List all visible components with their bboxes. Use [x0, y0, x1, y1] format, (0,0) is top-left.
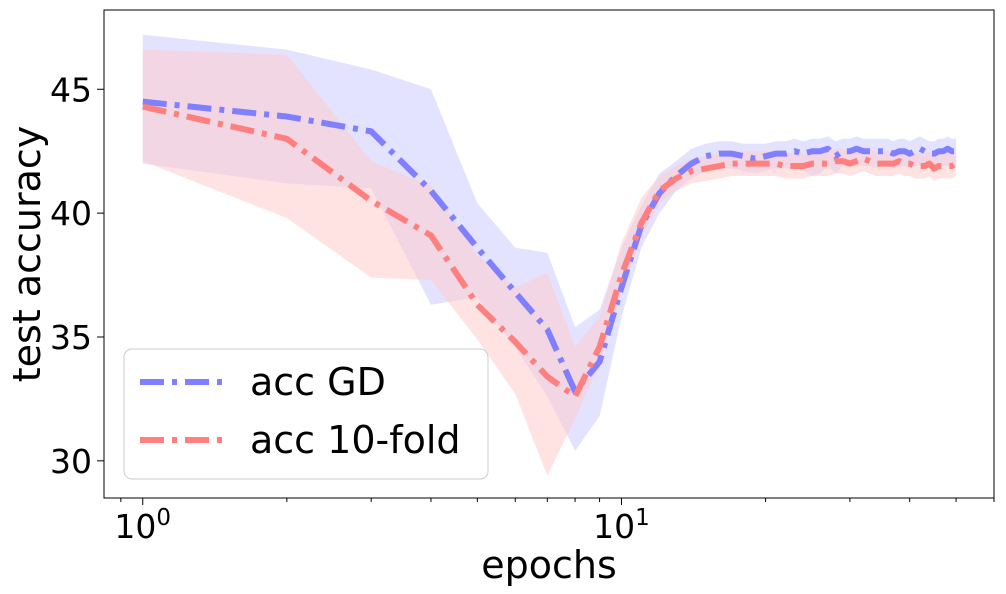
- y-axis: 30 35 40 45: [50, 70, 104, 481]
- legend: acc GD acc 10-fold: [123, 348, 489, 480]
- x-axis: 100 101: [114, 498, 995, 546]
- x-axis-label: epochs: [481, 543, 617, 587]
- legend-label-gd: acc GD: [250, 360, 386, 404]
- legend-frame: [123, 348, 489, 480]
- x-tick-label: 101: [593, 505, 650, 546]
- x-tick-label: 100: [114, 505, 171, 546]
- line-acc-10-fold: [142, 103, 958, 400]
- line-acc-gd: [142, 98, 957, 395]
- y-tick-label: 35: [50, 318, 92, 357]
- y-axis-label: test accuracy: [5, 126, 49, 383]
- y-tick-label: 40: [50, 194, 92, 233]
- y-tick-label: 30: [50, 442, 92, 481]
- plot-frame: [103, 9, 995, 499]
- series-lines: [142, 98, 958, 400]
- legend-label-10fold: acc 10-fold: [250, 418, 461, 462]
- y-tick-label: 45: [50, 70, 92, 109]
